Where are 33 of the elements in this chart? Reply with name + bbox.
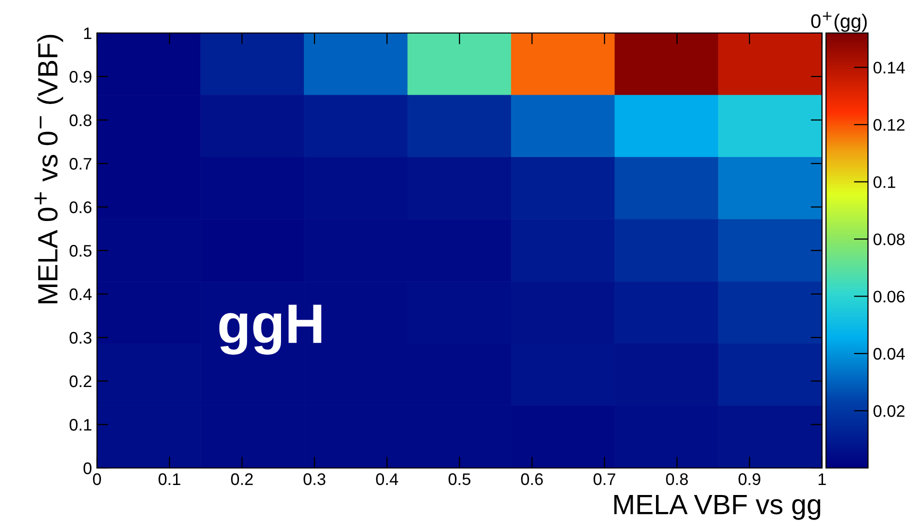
y-tick-label: 0.1	[70, 418, 92, 431]
color-bar-label: 0.04	[874, 348, 905, 360]
x-tick-label: 0.6	[521, 473, 543, 486]
x-tick-label: 1	[818, 473, 826, 485]
y-tick-label: 0.7	[70, 158, 92, 170]
color-bar-label: 0.12	[874, 118, 904, 131]
x-tick-label: 0.8	[666, 473, 688, 486]
x-axis-title: MELA VBF vs gg	[614, 494, 820, 520]
x-tick-label: 0.4	[376, 473, 398, 486]
y-axis-title: MELA 0$^{+}$ vs 0$^{−}$ (VBF)	[34, 34, 64, 304]
chart-title: 0$^{+}$(gg)	[811, 12, 867, 32]
x-tick-label: 0.7	[594, 473, 616, 486]
x-tick-label: 0.9	[738, 473, 760, 486]
y-tick-label: 0.6	[70, 201, 92, 214]
y-tick-label: 0.8	[70, 114, 92, 126]
annotation: ggH	[219, 304, 322, 355]
y-tick-label: 0.4	[70, 288, 92, 300]
color-bar-label: 0.02	[874, 405, 904, 417]
y-tick-label: 0	[84, 462, 92, 474]
y-tick-label: 0.9	[70, 70, 92, 83]
color-bar-label: 0.08	[874, 233, 905, 246]
y-tick-label: 1	[84, 28, 92, 40]
y-tick-label: 0.5	[70, 244, 92, 257]
y-tick-label: 0.3	[70, 332, 92, 344]
y-tick-label: 0.2	[70, 375, 92, 388]
x-tick-label: 0.3	[304, 473, 326, 486]
x-tick-label: 0	[93, 473, 101, 486]
color-bar-label: 0.1	[874, 176, 896, 188]
x-tick-label: 0.2	[231, 473, 253, 486]
color-bar-label: 0.14	[874, 62, 905, 74]
x-tick-label: 0.1	[158, 473, 180, 486]
x-tick-label: 0.5	[448, 473, 470, 486]
color-bar-label: 0.06	[874, 290, 905, 302]
